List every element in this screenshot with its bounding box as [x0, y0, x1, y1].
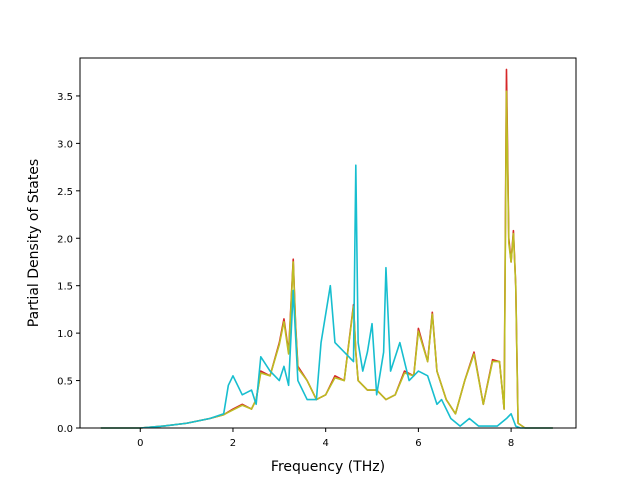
y-tick-label: 3.5 [57, 92, 73, 103]
y-tick-label: 2.0 [57, 234, 73, 245]
y-tick-label: 0.5 [57, 377, 73, 388]
x-tick-label: 0 [137, 438, 143, 449]
series-layer [100, 68, 553, 429]
x-tick-label: 2 [230, 438, 236, 449]
axes-frame [79, 57, 577, 429]
y-axis-label: Partial Density of States [26, 159, 42, 327]
x-axis: 0 2 4 6 8 [137, 428, 514, 449]
y-tick-label: 1.0 [57, 329, 73, 340]
y-tick-label: 0.0 [57, 424, 73, 435]
y-tick-label: 1.5 [57, 282, 73, 293]
y-tick-label: 2.5 [57, 187, 73, 198]
series-line-2 [100, 164, 553, 429]
x-axis-label: Frequency (THz) [271, 459, 385, 475]
y-axis: 0.0 0.5 1.0 1.5 2.0 2.5 3.0 3.5 [57, 92, 80, 435]
x-tick-label: 4 [322, 438, 328, 449]
x-tick-label: 6 [415, 438, 421, 449]
x-tick-label: 8 [508, 438, 514, 449]
y-tick-label: 3.0 [57, 139, 73, 150]
series-line-1 [100, 90, 553, 429]
